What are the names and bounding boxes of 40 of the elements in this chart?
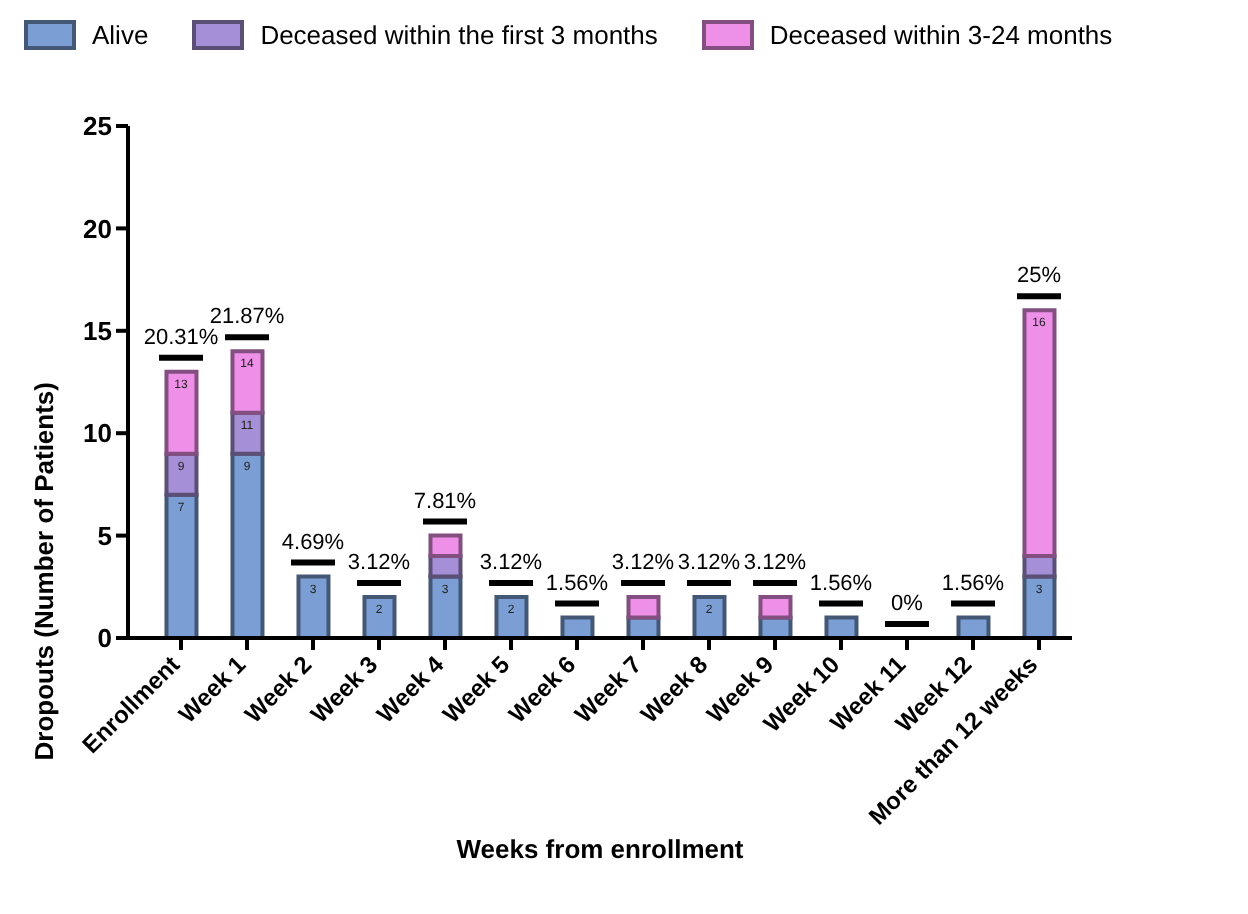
bar	[1022, 308, 1057, 559]
annotation: 1.56%	[545, 571, 609, 596]
legend-label: Deceased within the first 3 months	[260, 20, 658, 50]
bar	[164, 492, 199, 638]
annotation: 7.81%	[413, 489, 477, 514]
bar	[758, 595, 793, 620]
y-tick-label: 5	[97, 520, 112, 551]
bar	[230, 349, 265, 415]
annotation: 25%	[1016, 264, 1062, 289]
annotation: 3.12%	[347, 551, 411, 576]
bar	[494, 595, 529, 638]
x-axis-title: Weeks from enrollment	[456, 834, 745, 864]
y-axis-title: Dropouts (Number of Patients)	[29, 382, 60, 761]
legend-label: Alive	[92, 20, 149, 50]
annotation: 3.12%	[677, 551, 741, 576]
legend-label: Deceased within 3-24 months	[769, 20, 1113, 50]
annotation: 0%	[891, 592, 924, 616]
bar	[296, 574, 331, 638]
annotation: 1.56%	[941, 571, 1005, 596]
bar	[428, 533, 463, 559]
y-tick-label: 20	[83, 213, 112, 244]
annotation: 21.87%	[209, 305, 285, 330]
bar	[362, 595, 397, 638]
bar	[692, 595, 727, 638]
bar	[626, 595, 661, 620]
bar	[824, 615, 859, 638]
annotation: 20.31%	[143, 325, 219, 350]
annotation: 3.12%	[611, 551, 675, 576]
y-tick-label: 15	[83, 316, 112, 347]
bar	[560, 615, 595, 638]
annotation: 4.69%	[281, 530, 345, 555]
annotation: 3.12%	[743, 551, 807, 576]
y-tick-label: 0	[97, 623, 112, 654]
bar	[164, 369, 199, 456]
annotation: 3.12%	[479, 551, 543, 576]
y-tick-label: 10	[83, 418, 112, 449]
bar	[230, 451, 265, 638]
annotation: 1.56%	[809, 571, 873, 596]
bar	[956, 615, 991, 638]
y-tick-label: 25	[83, 111, 112, 142]
